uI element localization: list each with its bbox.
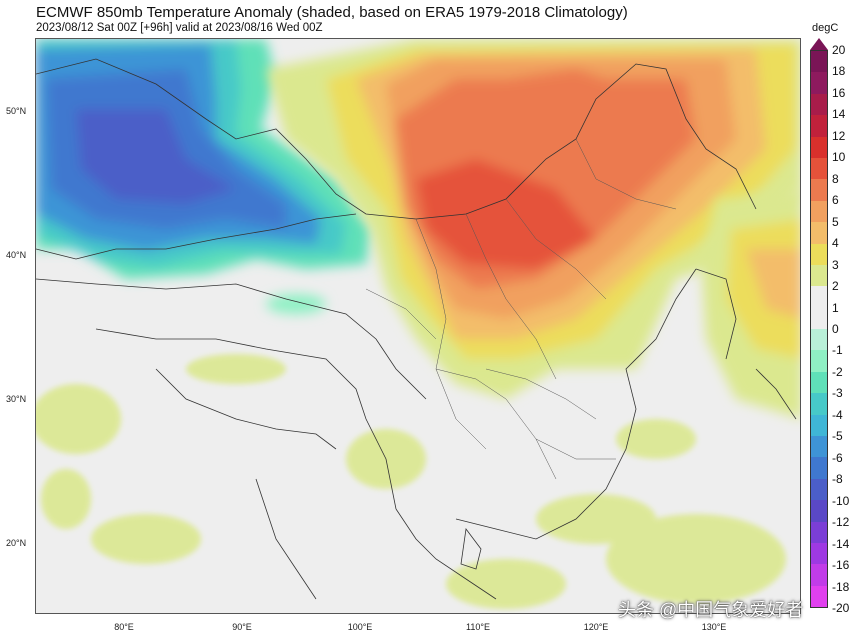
- lat-label-50n: 50°N: [6, 106, 27, 116]
- colorbar-tick-label: 10: [832, 150, 846, 165]
- colorbar-segment: [811, 93, 827, 116]
- colorbar-segment: [811, 542, 827, 565]
- colorbar-extend-arrow: [810, 38, 828, 50]
- watermark: 头条 @中国气象爱好者: [618, 600, 804, 620]
- colorbar-segment: [811, 500, 827, 522]
- colorbar: [810, 50, 828, 608]
- colorbar-segment: [811, 136, 827, 158]
- colorbar-tick-label: -2: [832, 364, 843, 379]
- colorbar-segment: [811, 222, 827, 244]
- cold-anomaly-west: [36, 39, 371, 314]
- colorbar-unit: degC: [812, 22, 839, 34]
- warm-patches-south: [36, 354, 786, 609]
- colorbar-segment: [811, 371, 827, 394]
- colorbar-tick-label: 8: [832, 171, 839, 186]
- colorbar-segment: [811, 243, 827, 265]
- colorbar-tick-label: -1: [832, 343, 843, 358]
- colorbar-tick-label: 2: [832, 279, 839, 294]
- temperature-anomaly-map: [35, 38, 801, 614]
- colorbar-segment: [811, 457, 827, 479]
- colorbar-tick-label: 18: [832, 64, 846, 79]
- colorbar-tick-label: 16: [832, 85, 846, 100]
- colorbar-tick-label: 4: [832, 236, 839, 251]
- colorbar-tick-label: -12: [832, 515, 850, 530]
- colorbar-segment: [811, 436, 827, 458]
- colorbar-tick-label: 1: [832, 300, 839, 315]
- colorbar-tick-label: -16: [832, 558, 850, 573]
- colorbar-tick-label: -10: [832, 493, 850, 508]
- colorbar-segment: [811, 564, 827, 586]
- colorbar-segment: [811, 585, 827, 608]
- colorbar-segment: [811, 393, 827, 415]
- warm-anomaly-east: [701, 189, 800, 419]
- colorbar-tick-label: 14: [832, 107, 846, 122]
- lon-label-110e: 110°E: [466, 622, 490, 632]
- province-borders: [365, 138, 677, 480]
- colorbar-labels: 20 18 16 14 12 10 8 6 5 4 3 2 1 0 -1 -2 -3 -4 -5 -6 -8 -10 -12…: [832, 43, 862, 615]
- map-subtitle: 2023/08/12 Sat 00Z [+96h] valid at 2023/…: [36, 22, 323, 34]
- anomaly-field: [36, 39, 800, 613]
- colorbar-tick-label: -8: [832, 472, 843, 487]
- colorbar-tick-label: 6: [832, 193, 839, 208]
- colorbar-segment: [811, 286, 827, 308]
- lat-label-40n: 40°N: [6, 250, 27, 260]
- colorbar-segment: [811, 414, 827, 437]
- colorbar-tick-label: -20: [832, 601, 850, 615]
- colorbar-segment: [811, 200, 827, 223]
- lon-label-90e: 90°E: [232, 622, 252, 632]
- colorbar-segment: [811, 350, 827, 372]
- colorbar-tick-label: 3: [832, 257, 839, 272]
- colorbar-tick-label: -5: [832, 429, 843, 444]
- colorbar-tick-label: -6: [832, 450, 843, 465]
- lon-label-120e: 120°E: [583, 622, 609, 632]
- colorbar-segment: [811, 51, 827, 73]
- colorbar-segment: [811, 72, 827, 94]
- colorbar-segment: [811, 264, 827, 287]
- lat-label-30n: 30°N: [6, 394, 27, 404]
- colorbar-tick-label: 12: [832, 128, 846, 143]
- colorbar-segment: [811, 478, 827, 501]
- colorbar-segment: [811, 179, 827, 201]
- lat-label-20n: 20°N: [6, 538, 27, 548]
- colorbar-segment: [811, 157, 827, 180]
- colorbar-tick-label: -18: [832, 579, 850, 594]
- map-title: ECMWF 850mb Temperature Anomaly (shaded,…: [36, 4, 628, 21]
- lon-label-80e: 80°E: [114, 622, 134, 632]
- colorbar-segment: [811, 521, 827, 543]
- warm-anomaly-north: [266, 39, 800, 399]
- colorbar-tick-label: -14: [832, 536, 850, 551]
- colorbar-segment: [811, 329, 827, 351]
- colorbar-tick-label: -3: [832, 386, 843, 401]
- colorbar-tick-label: 0: [832, 322, 839, 336]
- colorbar-segment: [811, 115, 827, 137]
- colorbar-tick-label: 5: [832, 214, 839, 229]
- colorbar-tick-label: -4: [832, 407, 843, 422]
- colorbar-segment: [811, 307, 827, 330]
- colorbar-tick-label: 20: [832, 43, 846, 57]
- lon-label-100e: 100°E: [347, 622, 373, 632]
- lon-label-130e: 130°E: [701, 622, 727, 632]
